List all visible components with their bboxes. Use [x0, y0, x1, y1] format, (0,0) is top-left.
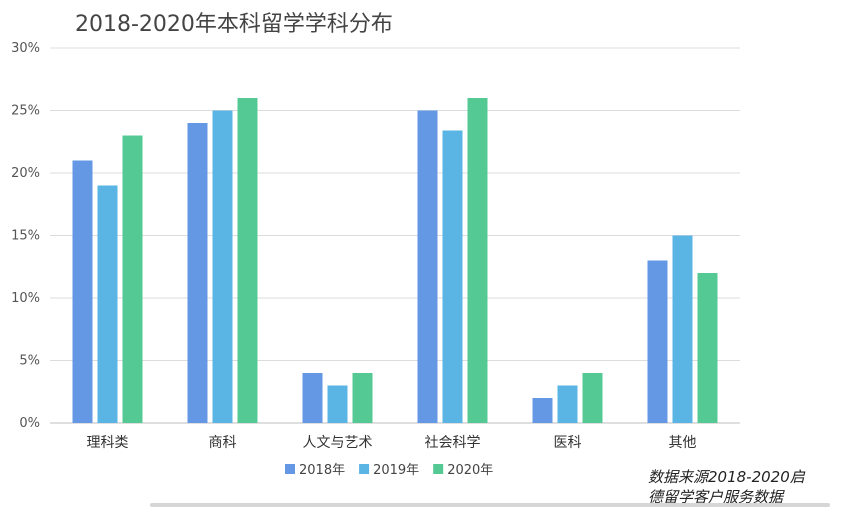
bar [532, 398, 553, 423]
bar [442, 130, 463, 423]
category-label: 理科类 [87, 435, 129, 451]
y-tick-label: 30% [11, 41, 40, 56]
gridlines [50, 47, 740, 424]
bar [327, 385, 348, 423]
chart-title: 2018-2020年本科留学学科分布 [75, 12, 393, 37]
y-tick-label: 25% [11, 104, 40, 119]
bar [97, 185, 118, 423]
x-axis-categories: 理科类 商科 人文与艺术 社会科学 医科 其他 [87, 435, 697, 451]
bar [237, 98, 258, 423]
legend: 2018年 2019年 2020年 [285, 463, 493, 478]
bar [647, 260, 668, 423]
bar [122, 135, 143, 423]
bar [417, 110, 438, 423]
y-tick-label: 15% [11, 229, 40, 244]
source-note-line-1: 数据来源2018-2020启 [648, 468, 805, 486]
category-label: 其他 [669, 435, 697, 451]
category-label: 社会科学 [425, 435, 481, 451]
legend-swatch [433, 464, 444, 474]
legend-swatch [359, 464, 370, 474]
y-tick-label: 20% [11, 166, 40, 181]
bar [467, 98, 488, 423]
bar [582, 373, 603, 423]
y-tick-label: 5% [19, 354, 40, 369]
legend-label: 2018年 [299, 463, 345, 478]
y-axis-ticks: 0% 5% 10% 15% 20% 25% 30% [11, 41, 40, 431]
category-label: 商科 [209, 435, 237, 451]
bar [187, 123, 208, 423]
bar [352, 373, 373, 423]
y-tick-label: 0% [19, 416, 40, 431]
category-label: 人文与艺术 [303, 435, 373, 451]
bar [697, 273, 718, 423]
category-label: 医科 [554, 435, 582, 451]
bar [557, 385, 578, 423]
bar [302, 373, 323, 423]
bar [672, 235, 693, 423]
source-note: 数据来源2018-2020启 德留学客户服务数据 [648, 467, 838, 507]
bars [72, 98, 718, 423]
legend-label: 2020年 [447, 463, 493, 478]
legend-swatch [285, 464, 295, 474]
bar [72, 160, 93, 423]
bar [212, 110, 233, 423]
y-tick-label: 10% [11, 291, 40, 306]
bottom-divider [150, 503, 830, 507]
source-note-line-2: 德留学客户服务数据 [648, 488, 784, 506]
legend-label: 2019年 [373, 463, 419, 478]
